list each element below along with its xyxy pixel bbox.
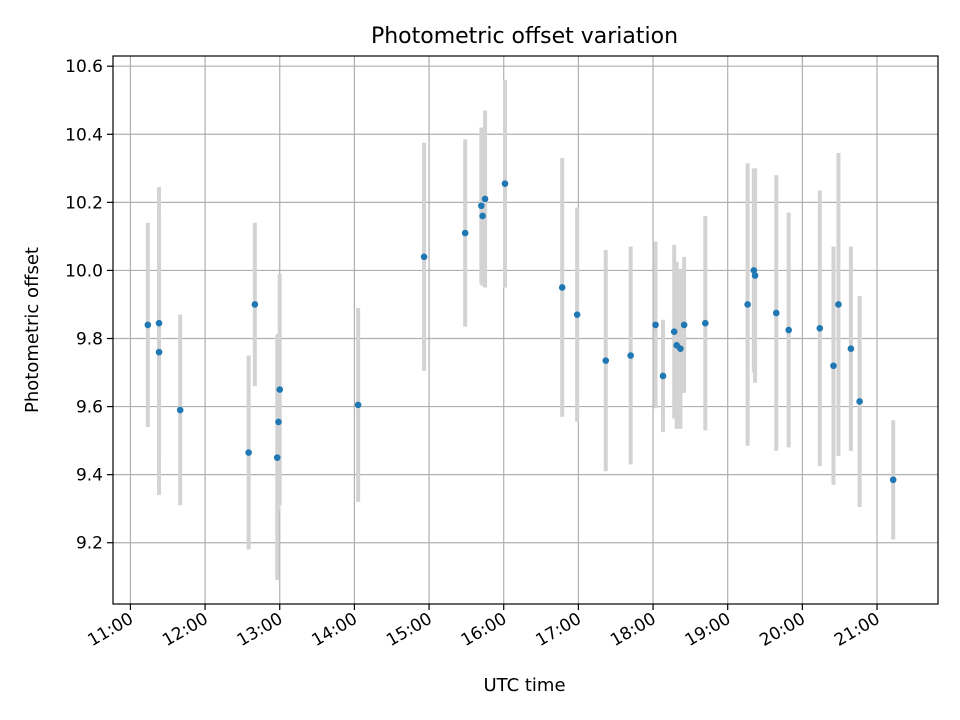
x-axis-label: UTC time: [483, 675, 565, 696]
y-axis-label: Photometric offset: [22, 247, 43, 413]
data-point: [670, 328, 678, 336]
data-point: [275, 418, 282, 426]
data-point: [573, 311, 581, 318]
y-tick-label: 9.8: [76, 330, 103, 350]
x-tick-label: 15:00: [383, 609, 435, 651]
data-point: [744, 301, 751, 308]
data-point: [772, 309, 780, 317]
data-point: [155, 319, 163, 327]
y-tick-label: 10.6: [65, 57, 103, 77]
data-point: [602, 357, 610, 364]
x-tick-label: 21:00: [831, 609, 883, 651]
x-tick-label: 16:00: [458, 609, 510, 651]
data-point: [659, 372, 667, 380]
x-axis-ticks: 11:00 12:00 13:00 14:00 15:00 16:00 17:00 18:00…: [84, 604, 884, 651]
data-point: [251, 301, 259, 308]
data-point: [830, 362, 837, 370]
data-point: [245, 449, 252, 456]
data-point: [750, 267, 758, 274]
data-point: [276, 386, 284, 393]
data-point: [478, 202, 485, 210]
data-point: [680, 321, 688, 329]
data-point: [751, 272, 759, 279]
data-points: [144, 180, 897, 484]
data-point: [835, 301, 842, 308]
data-point: [816, 324, 824, 332]
data-point: [702, 319, 709, 327]
data-point: [155, 348, 163, 356]
data-point: [176, 406, 184, 414]
data-point: [481, 195, 489, 203]
data-point: [785, 326, 792, 334]
data-point: [144, 321, 152, 329]
y-tick-label: 9.6: [76, 398, 103, 418]
data-point: [652, 321, 659, 329]
grid-lines: [113, 56, 938, 604]
data-point: [273, 454, 281, 461]
y-axis-ticks: 9.2 9.4 9.6 9.8 10.0 10.2 10.4 10.6: [65, 57, 113, 554]
x-tick-label: 14:00: [308, 609, 360, 651]
x-tick-label: 11:00: [84, 609, 136, 651]
x-tick-label: 20:00: [756, 609, 808, 651]
y-tick-label: 9.2: [76, 534, 103, 554]
x-tick-label: 13:00: [234, 609, 286, 651]
data-point: [461, 229, 469, 237]
y-tick-label: 10.0: [65, 261, 103, 281]
data-point: [856, 398, 863, 405]
data-point: [501, 180, 509, 187]
data-point: [354, 401, 362, 409]
data-point: [558, 284, 566, 291]
y-tick-label: 10.2: [65, 193, 103, 213]
x-tick-label: 17:00: [532, 609, 584, 651]
x-tick-label: 12:00: [159, 609, 211, 651]
chart-title: Photometric offset variation: [371, 24, 678, 49]
data-point: [420, 253, 428, 261]
x-tick-label: 18:00: [607, 609, 659, 651]
data-point: [889, 476, 897, 484]
data-point: [627, 352, 634, 359]
x-tick-label: 19:00: [682, 609, 734, 651]
plot-frame: [112, 55, 939, 605]
y-tick-label: 9.4: [76, 466, 103, 486]
data-point: [479, 212, 486, 220]
data-point: [677, 345, 684, 353]
error-bars: [145, 79, 896, 581]
data-point: [847, 345, 855, 353]
y-tick-label: 10.4: [65, 125, 103, 145]
